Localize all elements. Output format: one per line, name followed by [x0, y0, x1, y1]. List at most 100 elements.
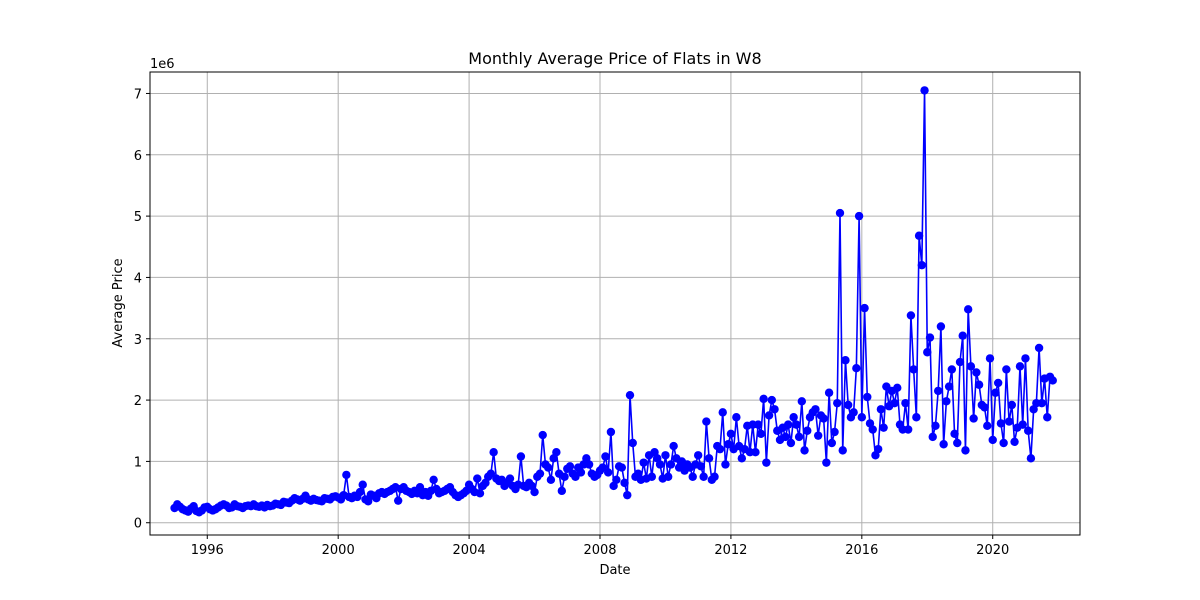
data-point — [475, 489, 485, 498]
x-axis: 1996 2000 2004 2008 2012 2016 2020 — [191, 535, 1009, 558]
data-point — [824, 388, 834, 397]
data-point — [1015, 362, 1025, 371]
data-point — [363, 497, 373, 506]
data-point — [688, 472, 697, 481]
x-tick-label: 2016 — [845, 543, 878, 558]
data-point — [953, 438, 962, 448]
data-point — [1018, 420, 1027, 429]
data-point — [699, 472, 708, 481]
data-point — [843, 400, 853, 410]
data-point — [860, 303, 869, 313]
data-point — [928, 432, 937, 442]
y-tick-label: 3 — [134, 333, 142, 348]
data-point — [663, 472, 673, 481]
data-point — [620, 478, 629, 488]
data-point — [552, 448, 561, 457]
data-point — [704, 454, 714, 463]
data-point — [612, 475, 621, 485]
x-tick-label: 2012 — [714, 543, 747, 558]
data-point — [972, 368, 981, 377]
data-point — [857, 413, 867, 422]
data-point — [931, 421, 940, 431]
series-markers — [170, 86, 1057, 517]
data-point — [737, 454, 747, 463]
data-point — [868, 425, 877, 434]
data-point — [543, 463, 553, 472]
y-axis-title: Average Price — [111, 258, 126, 347]
y-axis: 0 1 2 3 4 5 6 7 — [134, 87, 150, 532]
x-tick-label: 2008 — [583, 543, 616, 558]
data-point — [696, 462, 706, 471]
x-tick-label: 1996 — [191, 543, 224, 558]
y-offset-label: 1e6 — [150, 57, 175, 72]
data-point — [830, 427, 839, 437]
data-point — [876, 405, 886, 414]
data-point — [942, 397, 951, 406]
data-point — [647, 472, 657, 481]
data-point — [710, 472, 719, 481]
data-point — [415, 482, 425, 492]
data-point — [625, 390, 635, 400]
data-point — [925, 333, 935, 342]
data-point — [789, 413, 798, 422]
data-point — [988, 435, 997, 445]
data-point — [906, 311, 916, 320]
data-point — [759, 394, 768, 404]
data-point — [628, 438, 637, 448]
data-point — [666, 460, 676, 469]
data-point — [756, 429, 766, 439]
data-point — [974, 380, 984, 389]
y-tick-label: 4 — [134, 271, 142, 286]
data-point — [879, 423, 888, 432]
data-point — [669, 441, 678, 451]
data-point — [923, 348, 932, 357]
data-point — [535, 469, 545, 478]
data-point — [903, 425, 913, 434]
data-point — [781, 432, 790, 442]
data-point — [639, 458, 648, 467]
data-point — [538, 430, 547, 440]
data-point — [505, 474, 515, 483]
data-point — [950, 429, 959, 439]
data-point — [565, 462, 575, 471]
x-axis-title: Date — [599, 563, 630, 578]
data-point — [797, 397, 807, 406]
data-point — [833, 398, 842, 408]
data-point — [835, 208, 845, 218]
data-point — [702, 417, 711, 426]
data-point — [732, 413, 741, 422]
data-point — [996, 419, 1006, 428]
data-point — [342, 470, 351, 480]
data-point — [1021, 354, 1030, 363]
data-point — [429, 475, 438, 485]
y-tick-label: 2 — [134, 394, 142, 409]
data-point — [603, 468, 613, 477]
data-point — [1048, 376, 1057, 385]
data-point — [792, 420, 801, 429]
data-point — [473, 474, 482, 483]
data-point — [783, 420, 793, 429]
data-point — [794, 432, 804, 442]
x-tick-label: 2004 — [453, 543, 486, 558]
data-point — [827, 438, 837, 448]
data-point — [516, 452, 526, 461]
data-point — [601, 452, 610, 461]
data-point — [617, 463, 627, 472]
data-point — [819, 414, 828, 423]
data-point — [939, 440, 948, 449]
data-point — [947, 365, 957, 374]
data-point — [1002, 365, 1011, 374]
data-point — [598, 463, 607, 472]
data-point — [914, 231, 924, 240]
data-point — [1023, 426, 1033, 435]
chart-title: Monthly Average Price of Flats in W8 — [468, 49, 761, 68]
x-tick-label: 2020 — [976, 543, 1009, 558]
data-point — [655, 460, 665, 469]
data-point — [560, 472, 569, 481]
data-point — [980, 403, 989, 412]
data-point — [1043, 413, 1052, 422]
data-point — [1034, 343, 1044, 353]
data-point — [849, 408, 858, 417]
data-point — [1010, 437, 1019, 446]
